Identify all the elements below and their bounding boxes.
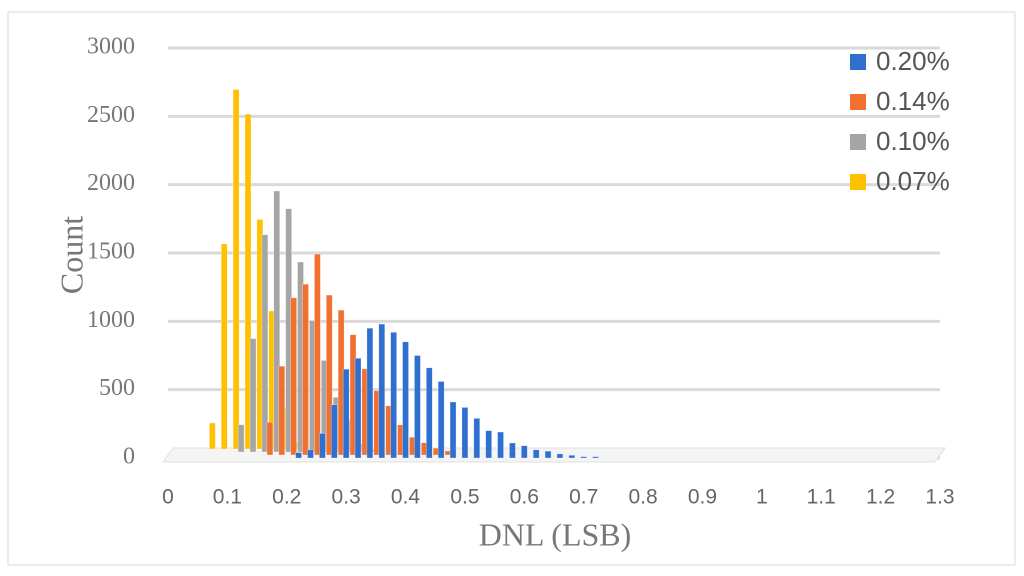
bar	[220, 243, 228, 450]
legend-label: 0.14%	[876, 86, 950, 116]
y-tick-label: 3000	[87, 34, 135, 60]
bar	[449, 401, 457, 459]
x-tick-label: 0.3	[332, 486, 361, 509]
x-tick-label: 0.9	[688, 486, 717, 509]
bar	[330, 404, 338, 459]
x-tick-label: 0.5	[450, 486, 479, 509]
bar	[425, 367, 433, 459]
bar	[307, 449, 314, 459]
bar	[402, 341, 409, 459]
legend-label: 0.10%	[876, 126, 950, 156]
bar	[378, 323, 386, 459]
bar	[342, 368, 350, 459]
bar	[314, 253, 321, 456]
legend-swatch	[850, 94, 866, 110]
bar	[390, 331, 397, 459]
bar	[266, 421, 274, 456]
bar	[461, 407, 469, 459]
x-tick-label: 0.8	[628, 486, 657, 509]
bar	[261, 234, 269, 453]
bar	[249, 338, 257, 453]
y-tick-label: 0	[123, 444, 135, 470]
bar	[237, 424, 245, 453]
x-tick-label: 1.2	[866, 486, 895, 509]
bar	[580, 456, 587, 459]
y-tick-label: 2000	[87, 170, 135, 196]
x-tick-label: 1.1	[807, 486, 836, 509]
bar	[473, 418, 481, 459]
bar	[302, 283, 309, 456]
y-tick-label: 1000	[87, 307, 135, 333]
bar	[325, 294, 333, 456]
bar	[485, 430, 492, 459]
x-tick-label: 0.7	[569, 486, 598, 509]
bar	[437, 381, 445, 459]
bar	[273, 190, 281, 453]
x-tick-label: 0.1	[213, 486, 242, 509]
x-tick-label: 0.2	[272, 486, 301, 509]
bar	[497, 431, 504, 459]
bar	[319, 433, 326, 459]
bar	[509, 442, 516, 459]
chart-frame	[7, 11, 1016, 566]
x-axis-label: DNL (LSB)	[479, 516, 632, 552]
x-tick-label: 0.4	[391, 486, 421, 509]
bar	[366, 327, 374, 459]
x-tick-label: 0	[162, 486, 174, 509]
legend-swatch	[850, 134, 866, 150]
legend-swatch	[850, 174, 866, 190]
legend-label: 0.07%	[876, 166, 950, 196]
bar	[209, 422, 216, 450]
legend-swatch	[850, 54, 866, 70]
bar	[278, 365, 286, 456]
bar	[556, 453, 564, 459]
y-tick-label: 2500	[87, 102, 135, 128]
y-tick-label: 500	[99, 375, 135, 401]
x-tick-label: 1	[756, 486, 768, 509]
bar	[244, 113, 252, 450]
x-tick-label: 1.3	[925, 486, 954, 509]
bar	[532, 449, 540, 459]
bar	[568, 454, 576, 459]
legend-label: 0.20%	[876, 46, 950, 76]
bar	[354, 357, 362, 459]
bar	[414, 355, 421, 459]
bar	[290, 297, 297, 456]
bar	[521, 445, 528, 459]
y-tick-label: 1500	[87, 239, 135, 265]
bar	[232, 89, 240, 450]
bar	[544, 450, 552, 459]
bar	[592, 456, 599, 459]
y-axis-label: Count	[53, 216, 89, 294]
bar	[295, 452, 302, 459]
x-tick-label: 0.6	[510, 486, 539, 509]
